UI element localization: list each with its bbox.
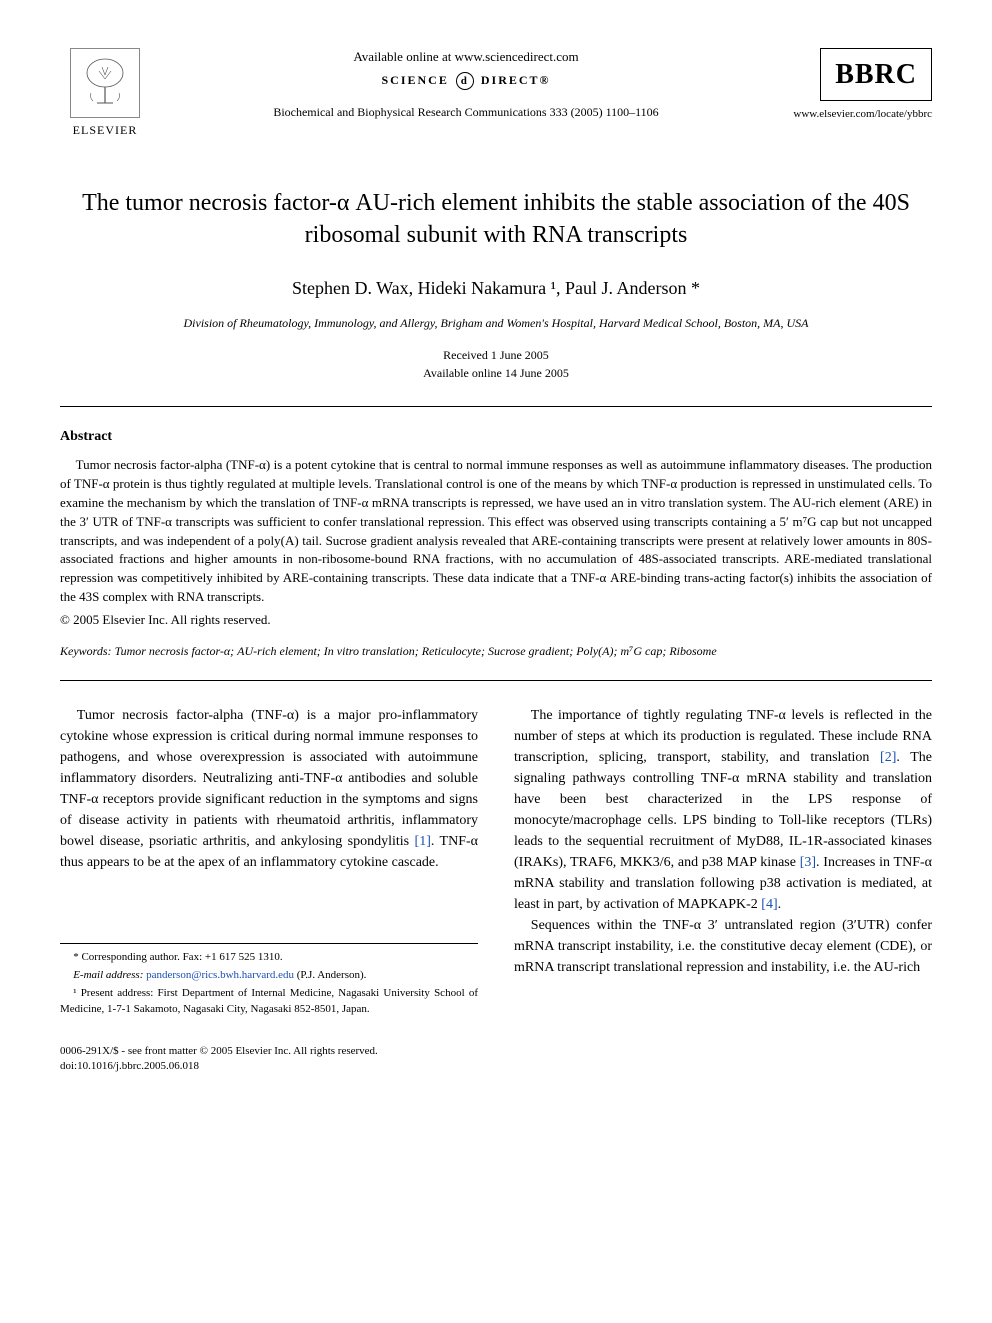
- body-text: Tumor necrosis factor-alpha (TNF-α) is a…: [60, 708, 478, 849]
- body-text: . The signaling pathways controlling TNF…: [514, 750, 932, 870]
- citation-link[interactable]: [2]: [880, 750, 896, 765]
- body-paragraph: Sequences within the TNF-α 3′ untranslat…: [514, 915, 932, 978]
- column-right: The importance of tightly regulating TNF…: [514, 705, 932, 1020]
- article-title: The tumor necrosis factor-α AU-rich elem…: [60, 187, 932, 252]
- journal-url: www.elsevier.com/locate/ybbrc: [782, 107, 932, 122]
- email-link[interactable]: panderson@rics.bwh.harvard.edu: [146, 969, 294, 981]
- rule-top: [60, 406, 932, 407]
- available-online-text: Available online at www.sciencedirect.co…: [170, 48, 762, 66]
- sciencedirect-logo: SCIENCE d DIRECT®: [170, 72, 762, 90]
- dates-block: Received 1 June 2005 Available online 14…: [60, 346, 932, 382]
- elsevier-tree-icon: [70, 48, 140, 118]
- footnotes: * Corresponding author. Fax: +1 617 525 …: [60, 943, 478, 1018]
- title-block: The tumor necrosis factor-α AU-rich elem…: [60, 187, 932, 382]
- sd-d-icon: d: [456, 72, 474, 90]
- body-paragraph: The importance of tightly regulating TNF…: [514, 705, 932, 915]
- body-columns: Tumor necrosis factor-alpha (TNF-α) is a…: [60, 705, 932, 1020]
- citation-link[interactable]: [4]: [761, 897, 777, 912]
- authors-line: Stephen D. Wax, Hideki Nakamura ¹, Paul …: [60, 276, 932, 301]
- sd-right: DIRECT®: [481, 73, 551, 87]
- email-line: E-mail address: panderson@rics.bwh.harva…: [60, 968, 478, 984]
- available-online-date: Available online 14 June 2005: [60, 364, 932, 382]
- header: ELSEVIER Available online at www.science…: [60, 48, 932, 139]
- keywords-label: Keywords:: [60, 644, 112, 658]
- abstract-text: Tumor necrosis factor-alpha (TNF-α) is a…: [60, 456, 932, 607]
- corresponding-author: * Corresponding author. Fax: +1 617 525 …: [60, 950, 478, 966]
- doi: doi:10.1016/j.bbrc.2005.06.018: [60, 1059, 932, 1074]
- affiliation: Division of Rheumatology, Immunology, an…: [60, 315, 932, 332]
- journal-citation: Biochemical and Biophysical Research Com…: [170, 104, 762, 121]
- front-matter-meta: 0006-291X/$ - see front matter © 2005 El…: [60, 1044, 932, 1075]
- present-address: ¹ Present address: First Department of I…: [60, 986, 478, 1018]
- email-tail: (P.J. Anderson).: [294, 969, 366, 981]
- body-text: .: [778, 897, 782, 912]
- abstract-heading: Abstract: [60, 427, 932, 447]
- keywords-line: Keywords: Tumor necrosis factor-α; AU-ri…: [60, 643, 932, 660]
- abstract-copyright: © 2005 Elsevier Inc. All rights reserved…: [60, 611, 932, 629]
- citation-link[interactable]: [1]: [415, 834, 431, 849]
- publisher-logo-block: ELSEVIER: [60, 48, 150, 139]
- issn-copyright: 0006-291X/$ - see front matter © 2005 El…: [60, 1044, 932, 1059]
- body-text: The importance of tightly regulating TNF…: [514, 708, 932, 765]
- publisher-name: ELSEVIER: [73, 122, 138, 139]
- bbrc-logo: BBRC: [820, 48, 932, 101]
- received-date: Received 1 June 2005: [60, 346, 932, 364]
- header-center: Available online at www.sciencedirect.co…: [150, 48, 782, 121]
- keywords-text: Tumor necrosis factor-α; AU-rich element…: [112, 644, 717, 658]
- citation-link[interactable]: [3]: [800, 855, 816, 870]
- sd-left: SCIENCE: [382, 73, 449, 87]
- journal-brand-block: BBRC www.elsevier.com/locate/ybbrc: [782, 48, 932, 123]
- column-left: Tumor necrosis factor-alpha (TNF-α) is a…: [60, 705, 478, 1020]
- email-label: E-mail address:: [73, 969, 146, 981]
- body-paragraph: Tumor necrosis factor-alpha (TNF-α) is a…: [60, 705, 478, 873]
- abstract-block: Abstract Tumor necrosis factor-alpha (TN…: [60, 427, 932, 630]
- rule-bottom: [60, 680, 932, 681]
